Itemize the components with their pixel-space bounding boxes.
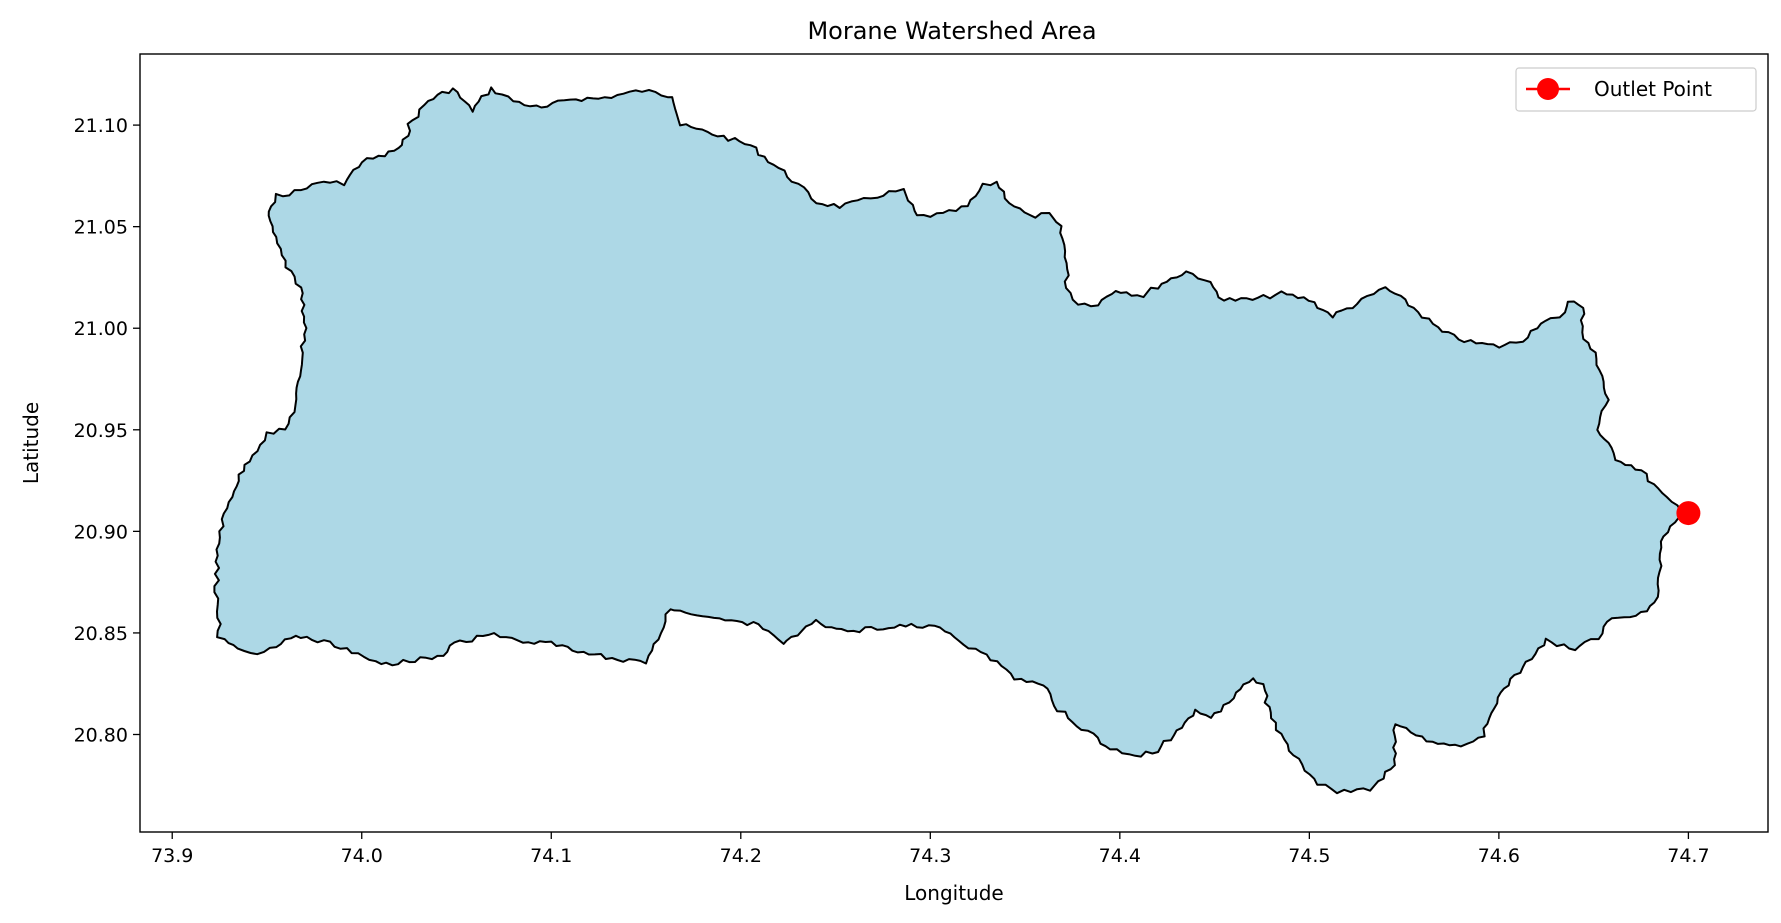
x-axis-label: Longitude — [904, 881, 1003, 905]
legend: Outlet Point — [1515, 67, 1757, 112]
legend-box — [1515, 67, 1757, 112]
y-axis-label: Latitude — [19, 402, 43, 484]
x-tick-label: 74.5 — [1288, 845, 1330, 867]
outlet-point-marker — [1676, 501, 1701, 526]
y-tick-label: 20.90 — [74, 521, 128, 543]
plot-area — [213, 86, 1701, 795]
y-tick-label: 21.00 — [74, 318, 128, 340]
x-tick-label: 73.9 — [151, 845, 193, 867]
y-tick-label: 20.95 — [74, 420, 128, 442]
y-tick-label: 20.85 — [74, 623, 128, 645]
x-tick-label: 74.7 — [1667, 845, 1709, 867]
y-tick-label: 20.80 — [74, 724, 128, 746]
x-axis: 73.9 74.0 74.1 74.2 74.3 74.4 74.5 74.6 74.7 — [151, 832, 1710, 867]
chart-title: Morane Watershed Area — [807, 17, 1096, 45]
y-axis: 20.80 20.85 20.90 20.95 21.00 21.05 21.10 — [74, 115, 140, 746]
x-tick-label: 74.3 — [909, 845, 951, 867]
y-tick-label: 21.10 — [74, 115, 128, 137]
y-tick-label: 21.05 — [74, 217, 128, 239]
legend-label: Outlet Point — [1594, 77, 1712, 101]
x-tick-label: 74.6 — [1478, 845, 1520, 867]
legend-marker-icon — [1537, 78, 1559, 100]
x-tick-label: 74.2 — [720, 845, 762, 867]
x-tick-label: 74.0 — [341, 845, 383, 867]
watershed-polygon — [213, 86, 1689, 795]
x-tick-label: 74.4 — [1099, 845, 1141, 867]
x-tick-label: 74.1 — [530, 845, 572, 867]
plot-frame — [139, 53, 1769, 833]
